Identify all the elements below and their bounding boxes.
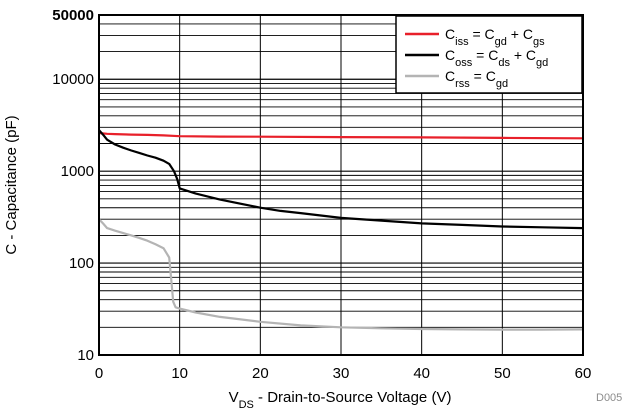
y-axis-title: C - Capacitance (pF) bbox=[3, 115, 20, 254]
legend-subscript: gd bbox=[496, 78, 508, 90]
legend-label: Coss = Cds + Cgd bbox=[445, 47, 548, 69]
plot-frame bbox=[98, 14, 584, 356]
x-tick-label: 10 bbox=[171, 365, 188, 382]
x-tick-labels: 0 10 20 30 40 50 60 bbox=[95, 365, 592, 382]
series-line-2 bbox=[98, 129, 584, 230]
x-tick-label: 0 bbox=[95, 365, 103, 382]
legend-text-part: = C bbox=[469, 26, 495, 42]
legend-subscript: iss bbox=[455, 36, 469, 48]
legend-subscript: rss bbox=[455, 78, 470, 90]
x-axis-title-sub: DS bbox=[239, 399, 254, 411]
legend-subscript: gs bbox=[533, 36, 545, 48]
legend-text-part: C bbox=[445, 26, 455, 42]
x-tick-label: 20 bbox=[252, 365, 269, 382]
x-axis-title: VDS - Drain-to-Source Voltage (V) bbox=[229, 389, 452, 411]
figure-id: D005 bbox=[596, 392, 622, 404]
x-tick-label: 30 bbox=[333, 365, 350, 382]
series-line-3 bbox=[98, 218, 584, 331]
legend-subscript: gd bbox=[536, 57, 548, 69]
y-tick-label: 1000 bbox=[61, 163, 94, 180]
legend-label: Crss = Cgd bbox=[445, 68, 508, 90]
x-tick-label: 60 bbox=[575, 365, 592, 382]
y-tick-labels: 10 100 1000 10000 50000 bbox=[52, 7, 94, 364]
x-axis-title-rest: - Drain-to-Source Voltage (V) bbox=[254, 389, 452, 406]
x-tick-label: 40 bbox=[413, 365, 430, 382]
legend-subscript: ds bbox=[498, 57, 510, 69]
legend-text-part: C bbox=[445, 47, 455, 63]
legend-text-part: = C bbox=[472, 47, 498, 63]
legend-text-part: C bbox=[445, 68, 455, 84]
x-tick-label: 50 bbox=[494, 365, 511, 382]
legend-text-part: + C bbox=[510, 47, 536, 63]
legend-subscript: oss bbox=[455, 57, 473, 69]
y-tick-label: 10000 bbox=[52, 71, 94, 88]
y-tick-label: 10 bbox=[77, 347, 94, 364]
legend-text-part: = C bbox=[470, 68, 496, 84]
legend-label: Ciss = Cgd + Cgs bbox=[445, 26, 545, 48]
x-axis-title-main: V bbox=[229, 389, 239, 406]
legend-text-part: + C bbox=[507, 26, 533, 42]
series-line-1 bbox=[98, 131, 584, 140]
y-tick-label: 100 bbox=[69, 255, 94, 272]
y-tick-label: 50000 bbox=[52, 7, 94, 24]
legend-subscript: gd bbox=[495, 36, 507, 48]
series-lines bbox=[98, 129, 584, 331]
